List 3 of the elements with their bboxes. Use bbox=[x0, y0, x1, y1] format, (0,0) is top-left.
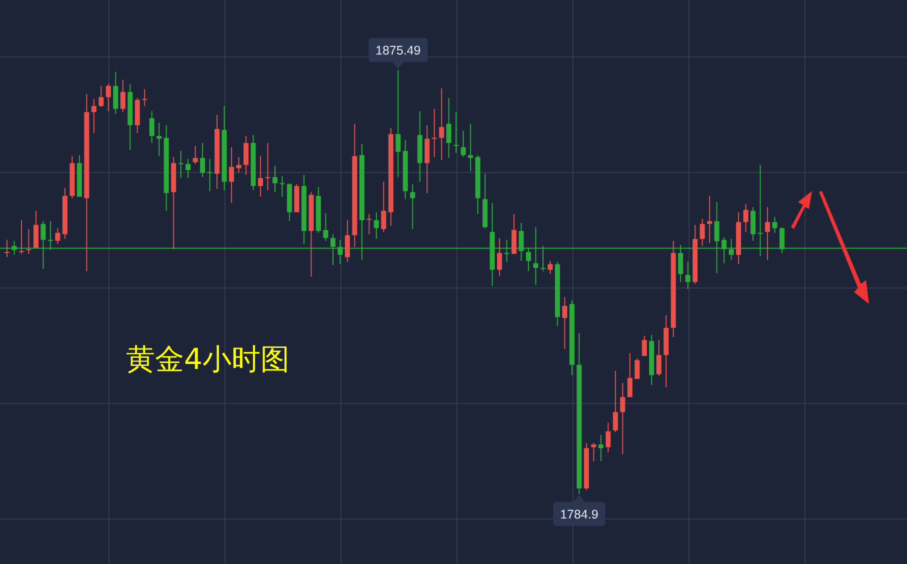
title: 黄金4小时图 bbox=[126, 342, 290, 376]
annotation: 1784.9 bbox=[560, 508, 598, 522]
annotation: 1875.49 bbox=[376, 44, 421, 58]
